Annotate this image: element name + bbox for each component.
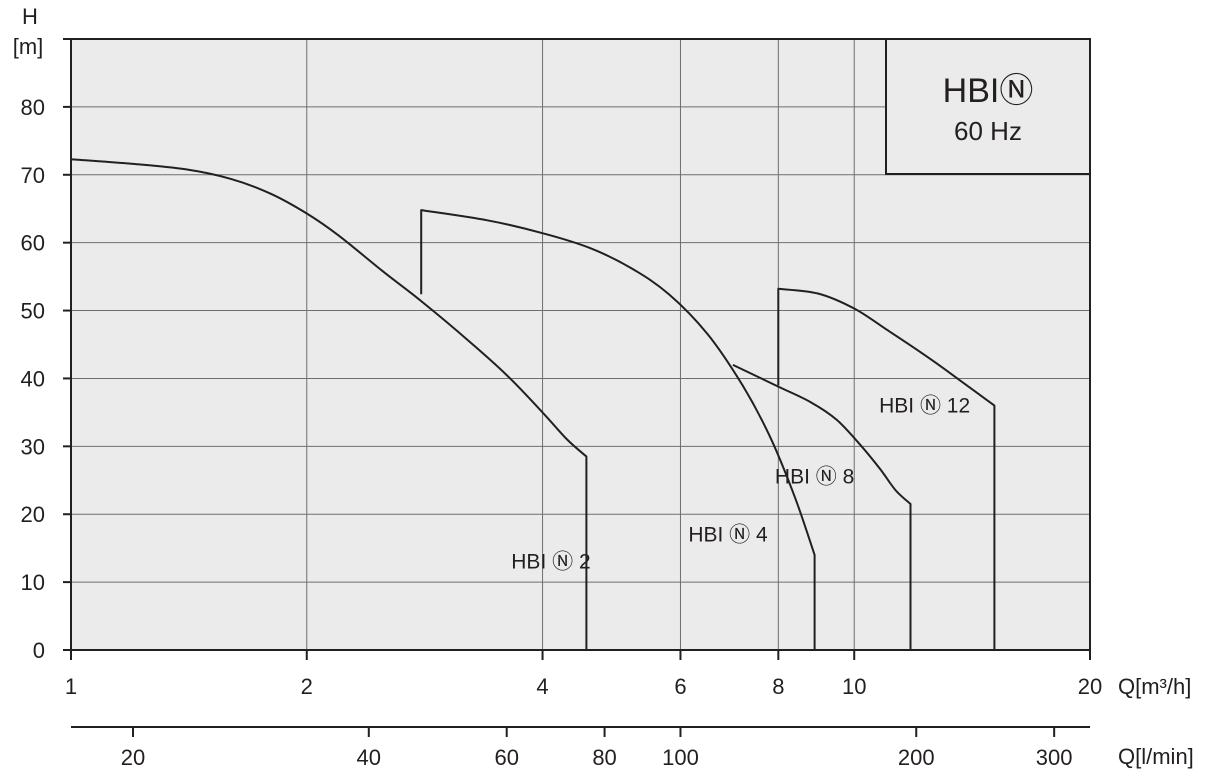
series-label: HBI Ⓝ 12: [879, 394, 970, 417]
series-line: [70, 158, 588, 650]
y-tick-label: 60: [21, 231, 45, 256]
x2-tick-label: 80: [592, 745, 616, 770]
chart-title: HBIⓃ: [943, 72, 1034, 110]
y-tick-label: 10: [21, 570, 45, 595]
x2-tick-label: 20: [121, 745, 145, 770]
x-tick-label: 10: [842, 674, 866, 699]
axes: 0 10 20 30 40 50 60 70 80 1 2 4 6 8 10 20 20 40 60 80 100 200…: [21, 38, 1102, 770]
x2-tick-label: 40: [357, 745, 381, 770]
x2-tick-label: 300: [1036, 745, 1073, 770]
y-tick-label: 0: [33, 638, 45, 663]
plot-frame: [70, 38, 1091, 651]
x-tick-label: 8: [772, 674, 784, 699]
y-tick-label: 30: [21, 434, 45, 459]
series-line: [732, 363, 912, 650]
y-tick-label: 40: [21, 366, 45, 391]
y-axis-label-h: H: [22, 4, 38, 29]
series-labels: HBI Ⓝ 2 HBI Ⓝ 4 HBI Ⓝ 8 HBI Ⓝ 12: [511, 394, 970, 573]
x2-tick-label: 60: [494, 745, 518, 770]
x2-tick-label: 100: [662, 745, 699, 770]
x-tick-label: 20: [1078, 674, 1102, 699]
series-line: [420, 209, 816, 650]
x-tick-label: 6: [674, 674, 686, 699]
series-line: [777, 287, 996, 650]
series-label: HBI Ⓝ 8: [775, 466, 854, 489]
y-tick-label: 80: [21, 95, 45, 120]
x-tick-label: 1: [65, 674, 77, 699]
y-axis-label-unit: [m]: [13, 34, 44, 59]
x-tick-label: 2: [301, 674, 313, 699]
x2-axis-label: Q[l/min]: [1118, 744, 1194, 769]
y-tick-label: 20: [21, 502, 45, 527]
x2-tick-label: 200: [898, 745, 935, 770]
series-group: [70, 158, 996, 650]
chart-subtitle: 60 Hz: [954, 116, 1022, 146]
x-tick-label: 4: [536, 674, 548, 699]
y-tick-label: 50: [21, 299, 45, 324]
x-axis-label: Q[m³/h]: [1118, 674, 1191, 699]
series-label: HBI Ⓝ 2: [511, 551, 590, 574]
series-label: HBI Ⓝ 4: [688, 523, 768, 546]
y-tick-label: 70: [21, 163, 45, 188]
title-box: [885, 38, 1091, 175]
